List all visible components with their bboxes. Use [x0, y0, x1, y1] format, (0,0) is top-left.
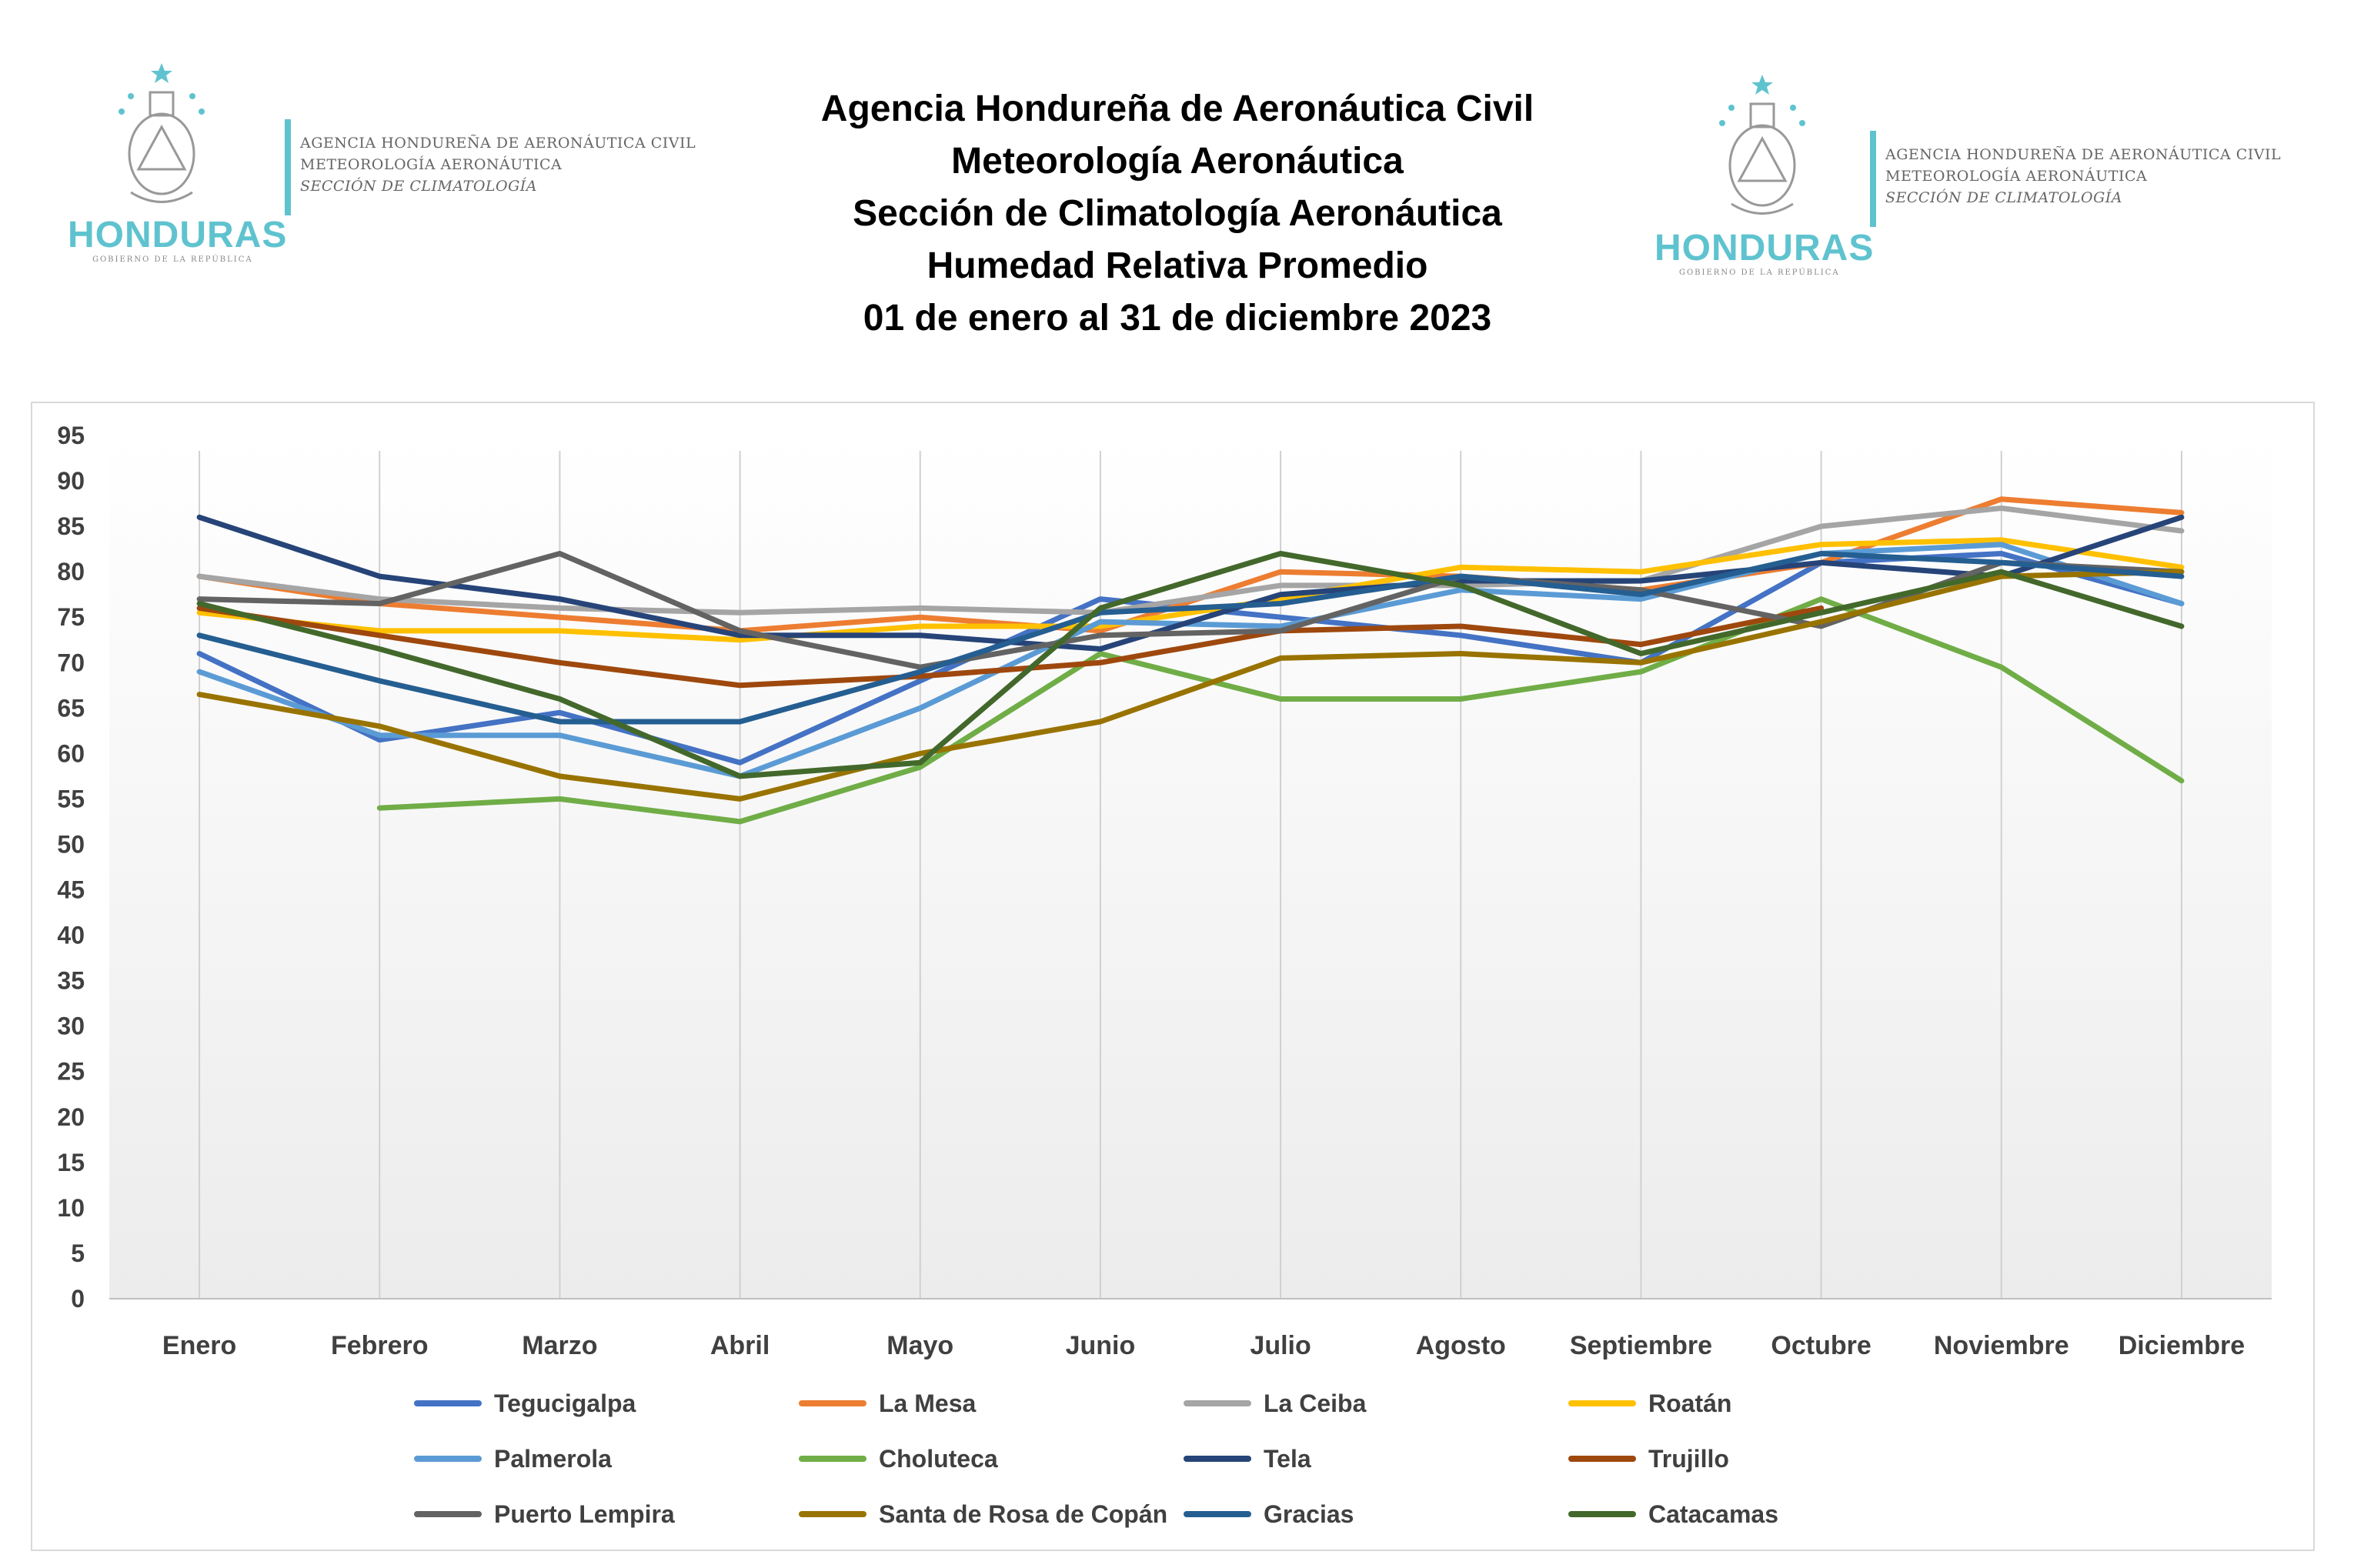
y-tick-label: 75: [57, 603, 85, 631]
y-tick-label: 40: [57, 922, 85, 949]
y-tick-label: 50: [57, 830, 85, 858]
title-line-1: Agencia Hondureña de Aeronáutica Civil: [820, 88, 1534, 129]
y-tick-label: 90: [57, 467, 85, 495]
title-line-5: 01 de enero al 31 de diciembre 2023: [863, 298, 1492, 339]
y-tick-label: 30: [57, 1013, 85, 1040]
legend-item: Palmerola: [414, 1445, 612, 1473]
legend-item: Choluteca: [799, 1445, 998, 1473]
legend-label: Catacamas: [1648, 1500, 1778, 1528]
legend-item: Trujillo: [1568, 1445, 1729, 1473]
x-tick-label: Enero: [162, 1331, 236, 1360]
series-line: [196, 514, 2185, 652]
x-tick-label: Mayo: [887, 1331, 953, 1360]
x-tick-label: Agosto: [1416, 1331, 1506, 1360]
x-tick-label: Diciembre: [2119, 1331, 2245, 1360]
y-tick-label: 60: [57, 739, 85, 767]
x-tick-label: Abril: [710, 1331, 770, 1360]
legend-item: La Ceiba: [1184, 1390, 1367, 1417]
legend-label: Gracias: [1264, 1500, 1354, 1528]
agency-text: AGENCIA HONDUREÑA DE AERONÁUTICA CIVIL M…: [1885, 144, 2281, 209]
legend-item: Tegucigalpa: [414, 1390, 636, 1417]
x-tick-label: Noviembre: [1934, 1331, 2069, 1360]
y-tick-label: 0: [71, 1285, 85, 1313]
y-tick-label: 45: [57, 876, 85, 904]
page-title: Agencia Hondureña de Aeronáutica Civil M…: [616, 83, 1739, 345]
legend-item: Tela: [1184, 1445, 1311, 1473]
legend-label: Puerto Lempira: [494, 1500, 675, 1528]
legend-label: Choluteca: [879, 1445, 998, 1473]
country-name: HONDURAS: [1654, 228, 1875, 269]
legend-label: La Ceiba: [1264, 1390, 1367, 1417]
brand-divider: [1870, 131, 1876, 227]
agency-line: AGENCIA HONDUREÑA DE AERONÁUTICA CIVIL: [1885, 146, 2282, 163]
agency-line: AGENCIA HONDUREÑA DE AERONÁUTICA CIVIL: [300, 135, 696, 152]
country-sub: GOBIERNO DE LA REPÚBLICA: [92, 255, 253, 264]
x-tick-label: Octubre: [1771, 1331, 1871, 1360]
country-name: HONDURAS: [68, 215, 288, 255]
brand-divider: [285, 119, 291, 215]
legend-item: Gracias: [1184, 1500, 1354, 1528]
series-line: [196, 605, 1825, 689]
country-sub: GOBIERNO DE LA REPÚBLICA: [1679, 269, 1840, 277]
legend-label: La Mesa: [879, 1390, 976, 1417]
y-tick-label: 80: [57, 558, 85, 585]
title-line-4: Humedad Relativa Promedio: [927, 245, 1428, 286]
logo-right: AGENCIA HONDUREÑA DE AERONÁUTICA CIVIL M…: [1654, 73, 2316, 289]
y-tick-label: 85: [57, 512, 85, 540]
series-line: [196, 551, 2185, 725]
x-tick-label: Febrero: [331, 1331, 429, 1360]
line-chart: 0 5 10 15 20 25 30 35 40 45 50 55 60 65 70 75 80 85 90 95 E…: [57, 422, 2272, 1528]
legend-label: Roatán: [1648, 1390, 1731, 1417]
y-tick-label: 65: [57, 694, 85, 722]
legend-label: Trujillo: [1648, 1445, 1729, 1473]
x-tick-label: Marzo: [522, 1331, 597, 1360]
series-line: [376, 596, 2185, 825]
title-line-2: Meteorología Aeronáutica: [951, 141, 1404, 182]
agency-text: AGENCIA HONDUREÑA DE AERONÁUTICA CIVIL M…: [300, 132, 696, 197]
title-line-3: Sección de Climatología Aeronáutica: [853, 193, 1502, 234]
y-tick-label: 15: [57, 1149, 85, 1176]
series-line: [196, 551, 2185, 779]
agency-line: SECCIÓN DE CLIMATOLOGÍA: [1885, 189, 2122, 206]
y-tick-label: 20: [57, 1103, 85, 1131]
x-tick-label: Septiembre: [1570, 1331, 1712, 1360]
legend-item: La Mesa: [799, 1390, 976, 1417]
legend-item: Catacamas: [1568, 1500, 1778, 1528]
chart-area: 0 5 10 15 20 25 30 35 40 45 50 55 60 65 70 75 80 85 90 95 E…: [31, 402, 2315, 1551]
y-tick-label: 10: [57, 1194, 85, 1222]
agency-line: SECCIÓN DE CLIMATOLOGÍA: [300, 178, 537, 195]
legend-label: Santa de Rosa de Copán: [879, 1500, 1167, 1528]
coat-of-arms-icon: [119, 63, 205, 203]
y-tick-label: 95: [57, 422, 85, 449]
y-tick-label: 55: [57, 785, 85, 812]
series-line: [196, 505, 2185, 616]
legend-label: Tegucigalpa: [494, 1390, 636, 1417]
series-line: [196, 569, 2185, 802]
y-tick-label: 70: [57, 649, 85, 676]
legend-item: Santa de Rosa de Copán: [799, 1500, 1167, 1528]
legend-label: Palmerola: [494, 1445, 612, 1473]
coat-of-arms-icon: [1719, 75, 1805, 215]
x-tick-label: Junio: [1066, 1331, 1136, 1360]
agency-line: METEOROLOGÍA AERONÁUTICA: [1885, 168, 2148, 185]
logo-left: AGENCIA HONDUREÑA DE AERONÁUTICA CIVIL M…: [62, 62, 696, 277]
series-line: [196, 537, 2185, 643]
legend-item: Roatán: [1568, 1390, 1731, 1417]
y-tick-label: 35: [57, 967, 85, 995]
y-tick-label: 5: [71, 1239, 85, 1267]
x-tick-label: Julio: [1250, 1331, 1311, 1360]
legend-item: Puerto Lempira: [414, 1500, 675, 1528]
agency-line: METEOROLOGÍA AERONÁUTICA: [300, 156, 563, 173]
plot-background: [109, 435, 2272, 1299]
y-tick-label: 25: [57, 1058, 85, 1086]
legend-label: Tela: [1264, 1445, 1311, 1473]
